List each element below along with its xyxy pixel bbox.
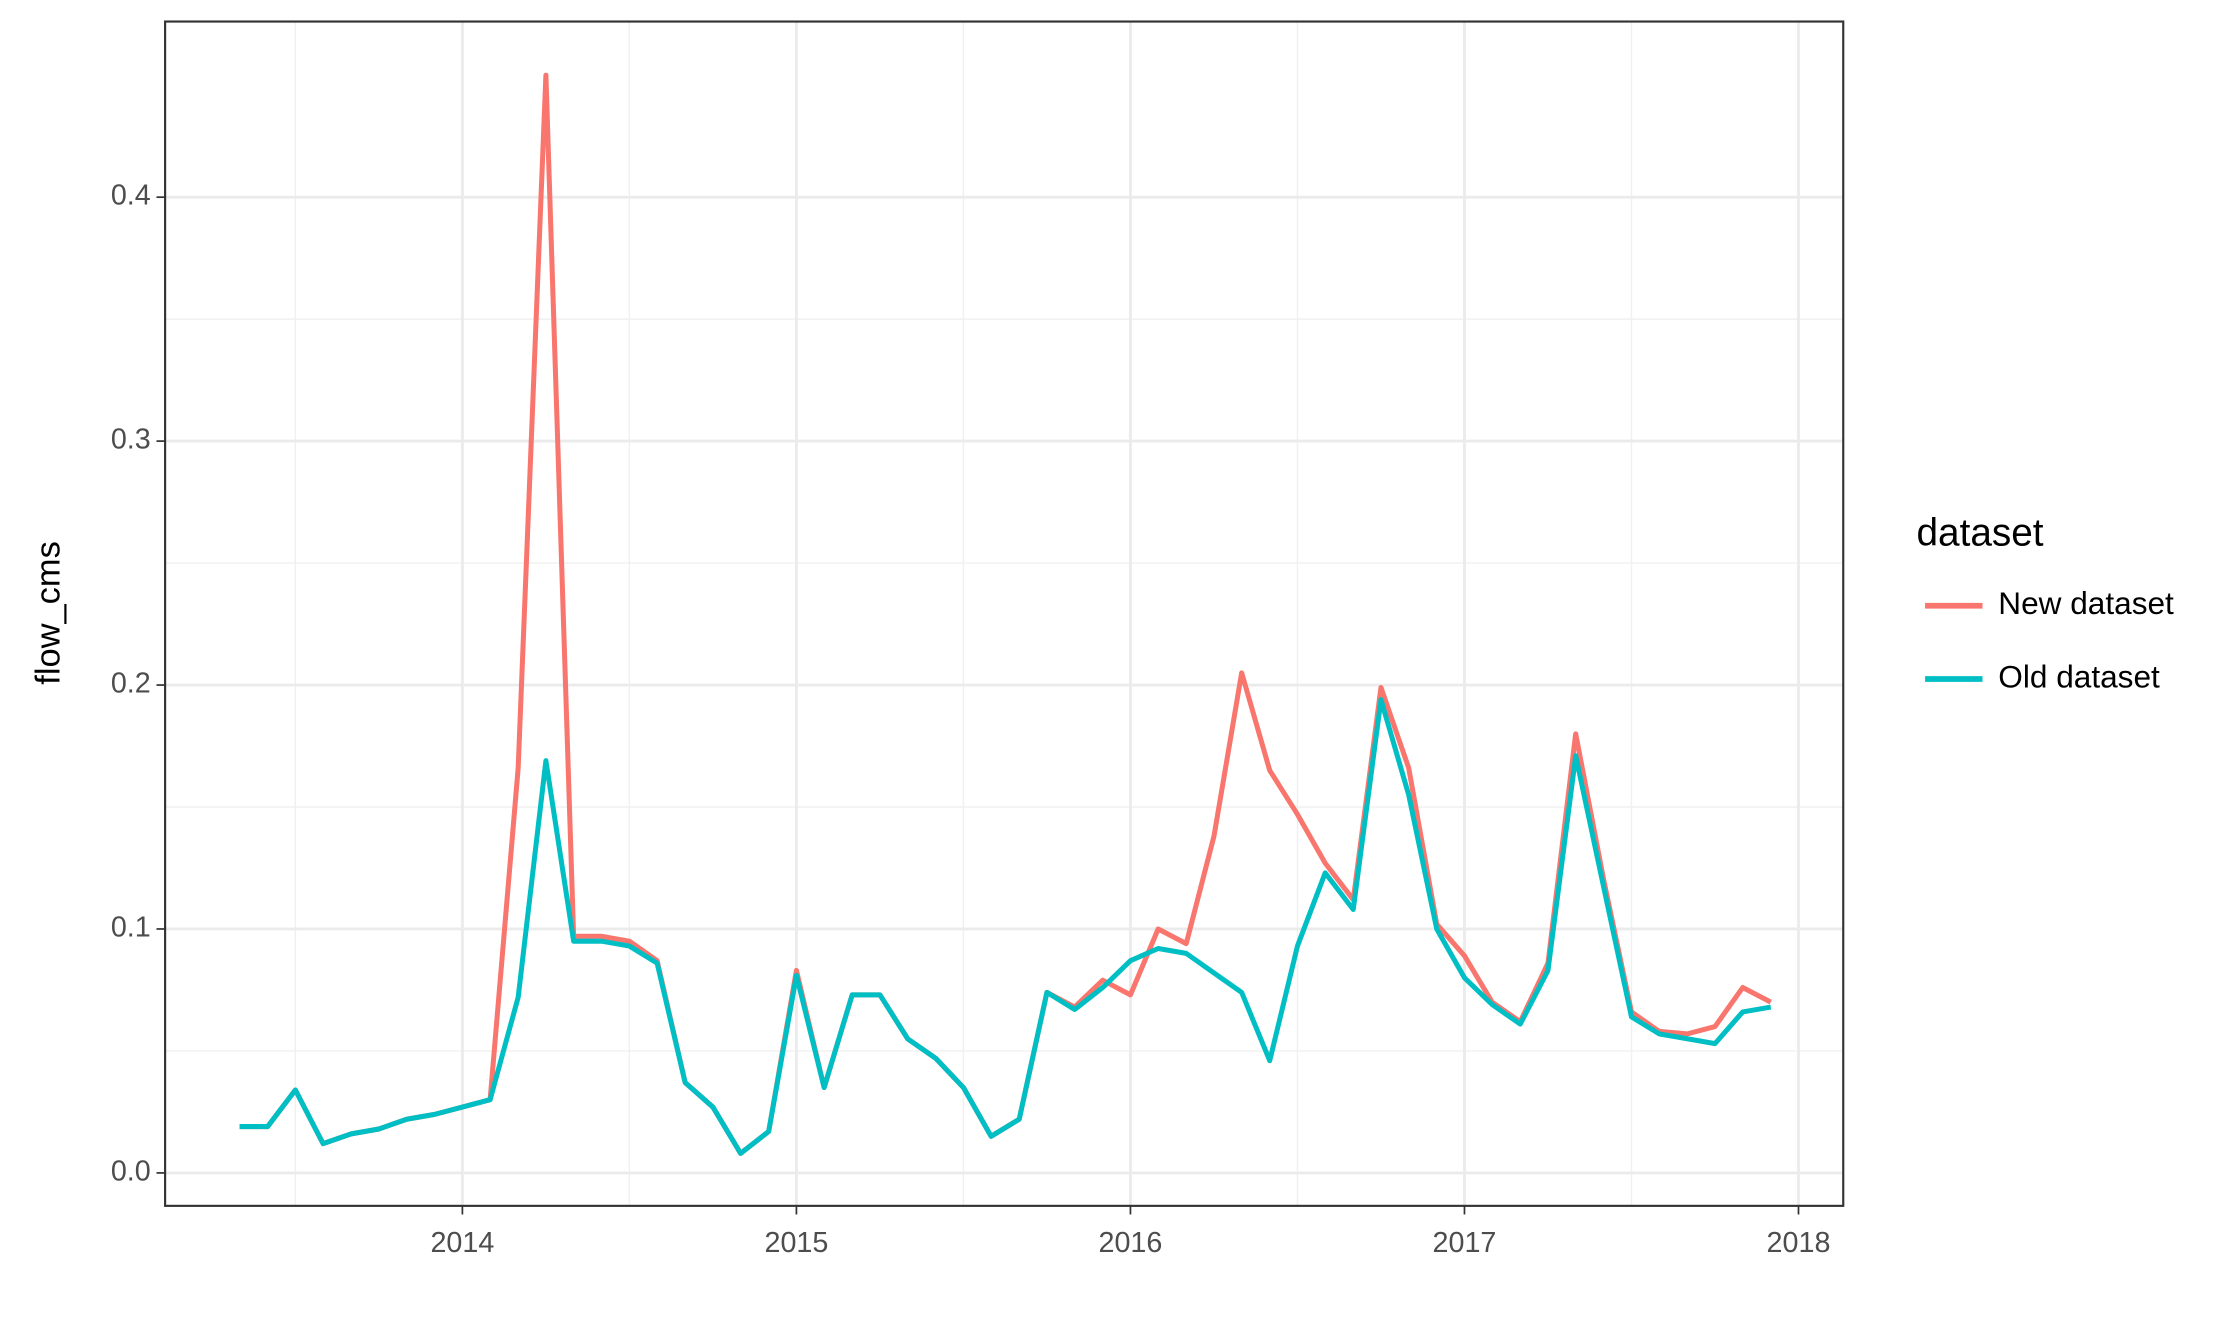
y-tick-label: 0.3 [111,424,151,456]
series-line [239,72,1772,1156]
x-tick-label: 2018 [1767,1227,1831,1259]
x-tick-label: 2014 [430,1227,494,1259]
y-tick-label: 0.4 [111,180,151,212]
legend-title: dataset [1916,512,2043,555]
y-axis-label: flow_cms [29,541,67,685]
x-tick-label: 2016 [1099,1227,1163,1259]
series-line [239,697,1772,1156]
y-tick-label: 0.2 [111,668,151,700]
x-tick-label: 2015 [764,1227,828,1259]
y-tick-label: 0.1 [111,912,151,944]
legend-label: New dataset [1998,585,2174,621]
x-tick-label: 2017 [1433,1227,1497,1259]
plot-border [164,20,1845,1207]
legend-label: Old dataset [1998,658,2160,694]
y-tick-label: 0.0 [111,1155,151,1187]
